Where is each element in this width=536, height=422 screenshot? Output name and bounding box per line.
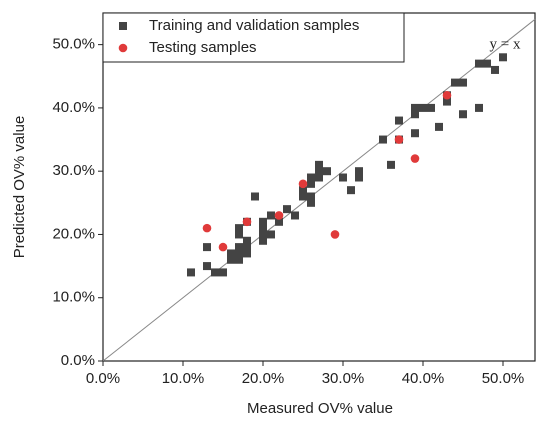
legend-marker	[118, 43, 128, 53]
point	[227, 255, 235, 264]
point	[330, 230, 340, 239]
x-tick-label: 20.0%	[242, 370, 285, 387]
y-axis-title: Predicted OV% value	[11, 116, 28, 259]
point	[499, 53, 507, 62]
x-tick-label: 0.0%	[86, 370, 120, 387]
y-tick-label: 40.0%	[52, 99, 95, 116]
point	[443, 97, 451, 106]
y-tick-label: 10.0%	[52, 289, 95, 306]
point	[187, 268, 195, 277]
point	[475, 59, 483, 68]
point	[307, 198, 315, 207]
point	[339, 173, 347, 182]
point	[442, 90, 452, 100]
legend-label: Testing samples	[149, 39, 257, 56]
point	[227, 249, 235, 258]
point	[235, 255, 243, 264]
point	[259, 230, 267, 239]
x-tick-label: 40.0%	[402, 370, 445, 387]
point	[307, 179, 315, 188]
point	[459, 110, 467, 119]
point	[211, 268, 219, 277]
point	[307, 173, 315, 182]
point	[307, 192, 315, 201]
y-tick-label: 50.0%	[52, 36, 95, 53]
point	[355, 167, 363, 176]
point	[299, 186, 307, 195]
point	[395, 116, 403, 125]
x-tick-label: 30.0%	[322, 370, 365, 387]
point	[243, 236, 251, 245]
point	[347, 186, 355, 195]
point	[267, 211, 275, 220]
point	[218, 242, 228, 252]
point	[203, 262, 211, 271]
plot-frame	[102, 12, 536, 362]
x-axis-title: Measured OV% value	[247, 400, 393, 417]
legend-label: Training and validation samples	[149, 17, 359, 34]
point	[315, 173, 323, 182]
legend-box	[102, 12, 405, 63]
point	[491, 65, 499, 74]
point	[427, 103, 435, 112]
x-tick-label: 10.0%	[162, 370, 205, 387]
y-tick-label: 20.0%	[52, 225, 95, 242]
point	[291, 211, 299, 220]
point	[235, 249, 243, 258]
point	[298, 179, 308, 189]
point	[259, 224, 267, 233]
point	[283, 205, 291, 214]
point	[235, 230, 243, 239]
y-tick-label: 0.0%	[61, 352, 95, 369]
point	[275, 217, 283, 226]
annotation: y = x	[490, 36, 521, 52]
point	[251, 192, 259, 201]
point	[394, 135, 404, 144]
point	[323, 167, 331, 176]
point	[435, 122, 443, 131]
point	[483, 59, 491, 68]
point	[411, 103, 419, 112]
point	[243, 243, 251, 252]
point	[235, 224, 243, 233]
x-tick-label: 50.0%	[482, 370, 525, 387]
point	[355, 173, 363, 182]
point	[315, 160, 323, 169]
point	[242, 217, 252, 227]
point	[475, 103, 483, 112]
point	[243, 249, 251, 258]
point	[202, 223, 212, 233]
point	[411, 110, 419, 119]
point	[315, 167, 323, 176]
y-tick-label: 30.0%	[52, 162, 95, 179]
point	[203, 243, 211, 252]
point	[410, 154, 420, 163]
point	[379, 135, 387, 144]
point	[259, 236, 267, 245]
point	[411, 129, 419, 138]
point	[299, 192, 307, 201]
point	[419, 103, 427, 112]
point	[219, 268, 227, 277]
legend-marker	[119, 22, 127, 30]
point	[459, 78, 467, 87]
reference-line	[102, 18, 536, 362]
point	[235, 243, 243, 252]
point	[259, 217, 267, 226]
point	[451, 78, 459, 87]
point	[267, 230, 275, 239]
point	[274, 211, 284, 220]
point	[387, 160, 395, 169]
